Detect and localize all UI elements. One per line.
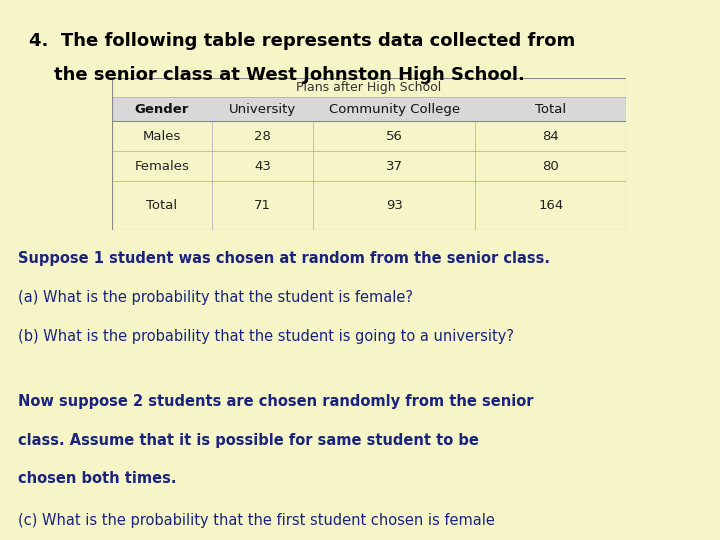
- Text: 71: 71: [254, 199, 271, 212]
- Text: 43: 43: [254, 159, 271, 173]
- Text: (b) What is the probability that the student is going to a university?: (b) What is the probability that the stu…: [18, 329, 514, 344]
- Text: 164: 164: [538, 199, 564, 212]
- Text: 4.  The following table represents data collected from: 4. The following table represents data c…: [29, 32, 575, 50]
- Text: Gender: Gender: [135, 103, 189, 116]
- Text: 84: 84: [542, 130, 559, 143]
- Text: Now suppose 2 students are chosen randomly from the senior: Now suppose 2 students are chosen random…: [18, 394, 534, 409]
- Text: chosen both times.: chosen both times.: [18, 471, 176, 487]
- Text: Plans after High School: Plans after High School: [297, 81, 441, 94]
- Text: class. Assume that it is possible for same student to be: class. Assume that it is possible for sa…: [18, 433, 479, 448]
- Text: Suppose 1 student was chosen at random from the senior class.: Suppose 1 student was chosen at random f…: [18, 251, 550, 266]
- Text: Females: Females: [135, 159, 189, 173]
- Text: Total: Total: [146, 199, 178, 212]
- Text: 93: 93: [386, 199, 402, 212]
- Text: (c) What is the probability that the first student chosen is female: (c) What is the probability that the fir…: [18, 513, 495, 528]
- Text: University: University: [229, 103, 297, 116]
- Text: Males: Males: [143, 130, 181, 143]
- Text: (a) What is the probability that the student is female?: (a) What is the probability that the stu…: [18, 290, 413, 305]
- Text: Community College: Community College: [328, 103, 460, 116]
- Bar: [112, 97, 626, 122]
- Text: 37: 37: [386, 159, 402, 173]
- Text: the senior class at West Johnston High School.: the senior class at West Johnston High S…: [29, 66, 525, 84]
- Text: 28: 28: [254, 130, 271, 143]
- Text: 80: 80: [542, 159, 559, 173]
- Text: 56: 56: [386, 130, 402, 143]
- Text: Total: Total: [535, 103, 567, 116]
